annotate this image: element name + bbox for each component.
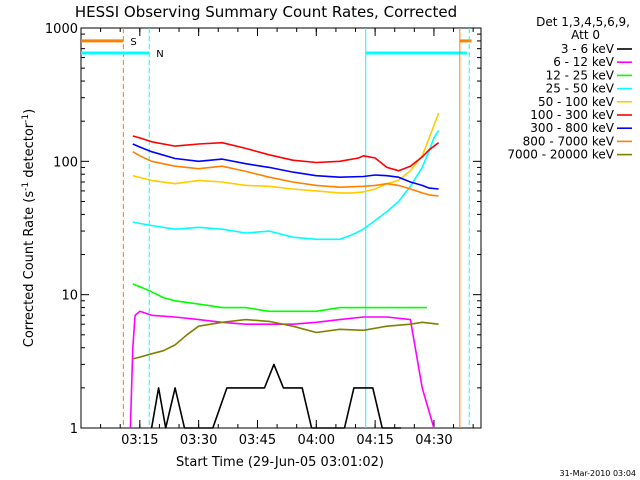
y-tick-label-0: 1	[70, 422, 78, 437]
svg-text:Corrected Count Rate (s-1 dete: Corrected Count Rate (s-1 detector-1)	[21, 109, 37, 347]
legend-header-line2: Att 0	[571, 28, 600, 42]
legend-label-4: 50 - 100 keV	[538, 95, 615, 109]
x-tick-label-0: 03:15	[121, 433, 158, 448]
series-line-7	[132, 151, 439, 197]
flag-label-S: S	[130, 37, 136, 48]
x-tick-label-5: 04:30	[415, 433, 452, 448]
chart-title: HESSI Observing Summary Count Rates, Cor…	[75, 3, 457, 21]
y-tick-label-3: 1000	[45, 22, 78, 37]
y-axis-label-mid: detector	[22, 122, 37, 182]
legend-label-5: 100 - 300 keV	[530, 108, 614, 122]
x-axis-label: Start Time (29-Jun-05 03:01:02)	[176, 455, 384, 470]
series-line-0	[150, 363, 401, 429]
legend-label-1: 6 - 12 keV	[553, 55, 615, 69]
series-line-8	[132, 318, 439, 360]
y-axis-label-sup2: -1	[21, 114, 31, 123]
series-line-1	[129, 310, 435, 429]
y-axis-label-main: Corrected Count Rate (s	[22, 191, 37, 348]
legend-label-7: 800 - 7000 keV	[523, 134, 615, 148]
plot-frame	[80, 27, 482, 429]
x-tick-label-3: 04:00	[298, 433, 335, 448]
y-axis-label: Corrected Count Rate (s-1 detector-1)	[21, 109, 37, 347]
legend-label-8: 7000 - 20000 keV	[507, 148, 614, 162]
series-group	[129, 112, 440, 429]
series-line-6	[132, 143, 439, 190]
y-tick-label-1: 10	[61, 289, 78, 304]
legend-label-2: 12 - 25 keV	[546, 68, 615, 82]
flag-markers: SN	[81, 28, 472, 428]
series-line-5	[132, 135, 440, 172]
y-axis-label-sup1: -1	[21, 182, 31, 191]
x-tick-label-1: 03:30	[180, 433, 217, 448]
y-tick-label-2: 100	[53, 155, 78, 170]
footer-date: 31-Mar-2010 03:04	[560, 469, 637, 478]
y-axis-label-end: )	[22, 109, 37, 114]
x-tick-label-4: 04:15	[356, 433, 393, 448]
series-line-4	[132, 112, 440, 194]
series-line-2	[132, 283, 427, 313]
axis-ticks: 03:15 03:30 03:45 04:00 04:15 04:30 1 10 100 1000	[45, 22, 481, 448]
legend-label-3: 25 - 50 keV	[546, 82, 615, 96]
legend-label-6: 300 - 800 keV	[530, 121, 614, 135]
series-line-3	[132, 130, 440, 241]
legend-header-line1: Det 1,3,4,5,6,9,	[536, 15, 630, 29]
flag-label-N: N	[156, 49, 163, 60]
x-tick-label-2: 03:45	[239, 433, 276, 448]
legend-label-0: 3 - 6 keV	[561, 42, 615, 56]
